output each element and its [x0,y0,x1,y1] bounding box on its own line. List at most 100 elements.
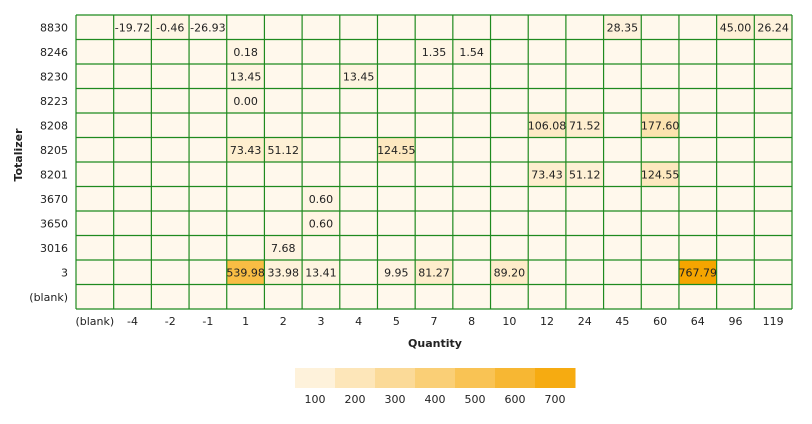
cell-label-8208-24: 71.52 [569,119,601,132]
cell-label-3-7: 81.27 [418,266,450,279]
cell-label-8208-60: 177.60 [641,119,680,132]
x-tick-label-2: -2 [165,315,176,328]
legend-tick-label-700: 700 [545,393,566,406]
heatmap-cell-8830-1 [189,15,227,40]
cell-label-8830-119: 26.24 [757,21,789,34]
x-tick-label-96: 96 [728,315,742,328]
cell-label-3670-3: 0.60 [309,193,334,206]
cell-label-8205-1: 73.43 [230,144,262,157]
x-tick-label-4: 4 [355,315,362,328]
x-tick-label-1: 1 [242,315,249,328]
legend-swatch [335,368,376,388]
x-tick-label-7: 7 [431,315,438,328]
x-tick-label-45: 45 [615,315,629,328]
legend-swatch [455,368,496,388]
cell-label-3-10: 89.20 [494,266,526,279]
heatmap-cell-8246-7 [415,39,453,64]
cell-label-8208-12: 106.08 [528,119,567,132]
x-tick-label-12: 12 [540,315,554,328]
heatmap-cell-8201-12 [528,162,566,187]
y-tick-label-8205: 8205 [40,144,68,157]
legend-tick-label-200: 200 [345,393,366,406]
heatmap-grid [75,14,793,310]
cell-label-8230-4: 13.45 [343,70,375,83]
x-tick-label-24: 24 [578,315,592,328]
heatmap-cell-3-5 [377,260,416,285]
heatmap-cell-3-64 [678,260,717,285]
heatmap-cell-3670-3 [302,186,340,211]
cell-label-3016-2: 7.68 [271,242,296,255]
cell-label-3650-3: 0.60 [309,217,334,230]
cell-label-3-64: 767.79 [679,266,718,279]
legend-swatch [295,368,336,388]
y-tick-label-8201: 8201 [40,168,68,181]
cell-label-8201-12: 73.43 [531,168,563,181]
y-tick-label-8830: 8830 [40,21,68,34]
x-tick-label-10: 10 [502,315,516,328]
heatmap-cell-8208-12 [528,113,566,138]
heatmap-cell-8205-2 [264,137,303,162]
cell-label-8830-2: -0.46 [156,21,184,34]
cell-label-8205-2: 51.12 [268,144,300,157]
legend-swatch [375,368,416,388]
heatmap-cell-8230-4 [339,64,378,89]
cell-label-8201-60: 124.55 [641,168,680,181]
heatmap-cell-3-7 [415,260,453,285]
x-tick-label-4: -4 [127,315,138,328]
legend-tick-label-400: 400 [425,393,446,406]
cell-label-8246-8: 1.54 [459,46,484,59]
heatmap-cell-3-10 [490,260,529,285]
x-tick-label-8: 8 [468,315,475,328]
cell-label-3-1: 539.98 [226,266,265,279]
heatmap-cell-8830-4 [113,15,152,40]
legend-swatch [535,368,576,388]
heatmap-cell-8246-8 [452,39,491,64]
heatmap-cell-8223-1 [226,88,265,113]
heatmap-cell-8205-1 [226,137,265,162]
x-tick-label-2: 2 [280,315,287,328]
heatmap-cell-8201-60 [641,162,679,187]
y-tick-label-3650: 3650 [40,217,68,230]
cell-label-8830-1: -26.93 [190,21,225,34]
heatmap-cell-3650-3 [302,211,340,236]
cell-label-8205-5: 124.55 [377,144,416,157]
y-tick-label-8246: 8246 [40,46,68,59]
cell-label-8830-4: -19.72 [115,21,150,34]
legend-tick-label-500: 500 [465,393,486,406]
cell-label-3-3: 13.41 [305,266,337,279]
y-tick-label-3016: 3016 [40,242,68,255]
y-tick-label-3670: 3670 [40,193,68,206]
cell-labels: -19.72 -0.46 -26.93 28.35 45.00 26.24 0.18 1.35… [115,21,789,279]
x-axis: (blank) -4 -2 -1 1 2 3 4 5 7 8 10 12 24 45 60 64 96 119 [75,315,783,328]
heatmap-cell-8230-1 [226,64,265,89]
x-tick-label-3: 3 [317,315,324,328]
heatmap-cell-8201-24 [565,162,604,187]
x-tick-label-5: 5 [393,315,400,328]
heatmap-cell-8208-60 [641,113,679,138]
x-tick-label-1: -1 [202,315,213,328]
heatmap-cell-8830-119 [754,15,792,40]
x-tick-label-60: 60 [653,315,667,328]
heatmap-cell-8205-5 [377,137,416,162]
heatmap-cell-3-1 [226,260,265,285]
y-tick-label-8223: 8223 [40,95,68,108]
cell-label-8223-1: 0.00 [233,95,258,108]
heatmap-cell-8208-24 [565,113,604,138]
cell-label-8246-1: 0.18 [233,46,258,59]
heatmap-cell-8830-96 [716,15,755,40]
color-legend: 100 200 300 400 500 600 700 [295,368,576,406]
legend-tick-label-300: 300 [385,393,406,406]
heatmap-cell-8830-2 [151,15,190,40]
y-tick-label-8230: 8230 [40,70,68,83]
cell-label-3-2: 33.98 [268,266,300,279]
y-tick-label-blank: (blank) [29,291,68,304]
y-tick-label-3: 3 [61,266,68,279]
cell-label-3-5: 9.95 [384,266,409,279]
x-axis-title: Quantity [408,337,462,350]
x-tick-label-blank: (blank) [75,315,114,328]
legend-swatch [495,368,536,388]
heatmap-cell-8246-1 [226,39,265,64]
y-axis-title: Totalizer [12,128,25,182]
heatmap-cell-3-2 [264,260,303,285]
x-tick-label-64: 64 [691,315,705,328]
